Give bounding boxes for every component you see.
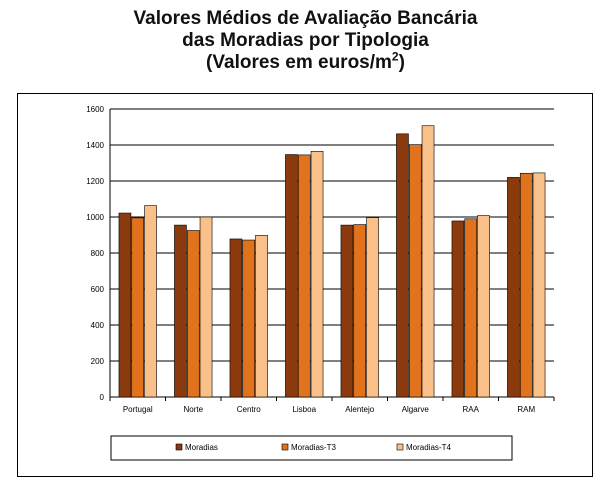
y-tick-label-1600: 1600 [86,105,104,114]
bar-norte-moradias [174,224,187,398]
y-tick-label-400: 400 [91,321,105,330]
bar-norte-moradias-t4 [199,216,213,398]
chart-title: Valores Médios de Avaliação Bancária das… [0,8,611,74]
bar-centro-moradias-t4 [255,235,268,398]
x-tick-label-raa: RAA [463,405,480,414]
bar-centro-moradias [229,238,243,398]
bar-alentejo-moradias-t4 [366,217,379,398]
title-line-2: das Moradias por Tipologia [182,30,429,51]
y-tick-label-1200: 1200 [86,177,104,186]
legend-label-moradias-t3: Moradias-T3 [291,443,336,452]
title-line-3-suffix: ) [398,52,405,73]
bar-algarve-moradias-t3 [408,144,422,398]
title-superscript: 2 [391,49,399,64]
x-tick-label-centro: Centro [237,405,262,414]
bar-norte-moradias-t3 [186,230,200,398]
bar-portugal-moradias-t3 [131,217,145,398]
legend-swatch-moradias-t4 [396,443,404,451]
legend-label-moradias-t4: Moradias-T4 [406,443,451,452]
bar-algarve-moradias-t4 [421,125,435,398]
bar-alentejo-moradias-t3 [353,224,367,398]
y-tick-label-0: 0 [100,393,105,402]
bar-lisboa-moradias [285,154,298,398]
bar-lisboa-moradias-t4 [310,151,324,398]
bar-raa-moradias-t3 [464,218,478,398]
bar-portugal-moradias-t4 [144,205,157,398]
x-tick-label-norte: Norte [183,405,203,414]
title-line-3-prefix: (Valores em euros/m [206,52,392,73]
x-tick-label-algarve: Algarve [402,405,430,414]
bar-alentejo-moradias [340,224,354,398]
x-tick-label-lisboa: Lisboa [292,405,316,414]
bar-raa-moradias [451,220,465,398]
legend-swatch-moradias-t3 [281,443,289,451]
y-tick-label-600: 600 [91,285,105,294]
bar-ram-moradias [507,177,520,398]
x-tick-label-portugal: Portugal [123,405,153,414]
y-tick-label-200: 200 [91,357,105,366]
title-line-3: (Valores em euros/m2) [0,49,611,74]
x-tick-label-alentejo: Alentejo [345,405,374,414]
bar-ram-moradias-t4 [532,172,546,398]
bar-algarve-moradias [396,133,409,398]
bar-raa-moradias-t4 [477,215,490,398]
bar-centro-moradias-t3 [242,239,256,398]
legend-swatch-moradias [175,443,183,451]
title-line-1: Valores Médios de Avaliação Bancária [133,8,478,29]
bar-ram-moradias-t3 [519,172,533,398]
y-tick-label-1000: 1000 [86,213,104,222]
bar-portugal-moradias [118,212,132,398]
bar-lisboa-moradias-t3 [297,154,311,398]
legend-label-moradias: Moradias [185,443,218,452]
y-tick-label-800: 800 [91,249,105,258]
y-tick-label-1400: 1400 [86,141,104,150]
x-tick-label-ram: RAM [517,405,535,414]
